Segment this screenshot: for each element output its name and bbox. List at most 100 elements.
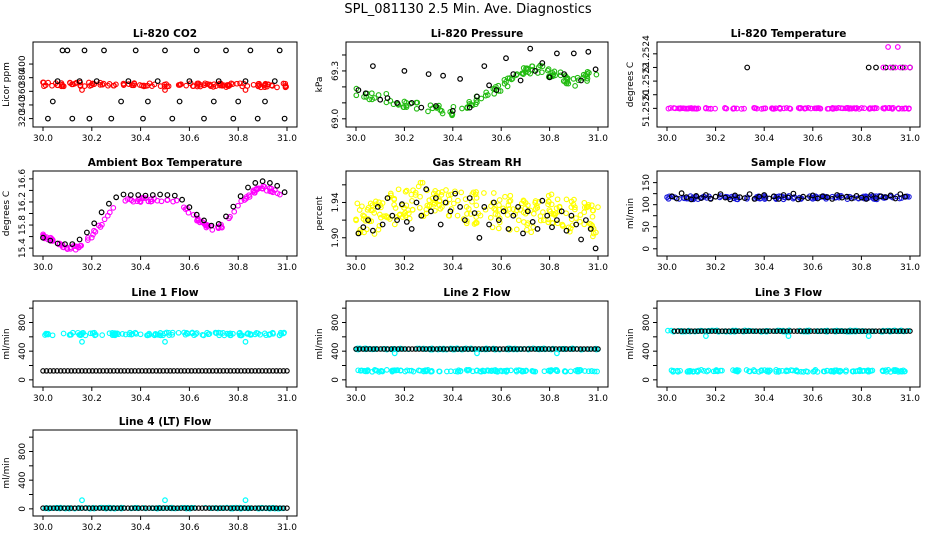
data-point [391, 195, 398, 202]
data-point [873, 328, 879, 334]
data-point [466, 104, 473, 111]
x-tick-label: 30.2 [394, 394, 414, 404]
x-tick-label: 30.0 [33, 134, 53, 144]
data-point [873, 64, 879, 71]
data-point [412, 346, 419, 352]
x-tick-label: 30.4 [754, 263, 774, 273]
data-point [473, 202, 480, 209]
data-point [125, 81, 132, 87]
data-point [174, 368, 181, 374]
data-point [673, 195, 680, 202]
data-point [515, 217, 522, 224]
data-point [353, 346, 359, 352]
series-primary [664, 193, 912, 203]
data-point [121, 505, 128, 511]
data-point [577, 212, 584, 218]
y-tick-label: 400 [331, 342, 341, 359]
data-point [367, 346, 373, 352]
data-point [54, 505, 60, 511]
data-point [399, 201, 405, 208]
data-point [141, 83, 147, 90]
data-point [554, 368, 561, 375]
data-point [584, 203, 591, 210]
data-point [880, 368, 886, 375]
y-axis-label: percent [315, 196, 325, 231]
data-point [135, 368, 142, 374]
data-point [527, 207, 534, 214]
data-point [125, 505, 131, 511]
data-point [190, 83, 197, 89]
data-point [131, 80, 138, 86]
data-point [356, 346, 363, 352]
series-primary [355, 367, 600, 375]
y-tick-label: 400 [18, 55, 28, 72]
data-point [527, 45, 534, 52]
data-point [417, 193, 423, 200]
data-point [767, 367, 773, 374]
data-point [835, 368, 841, 375]
data-point [462, 217, 468, 224]
data-point [495, 217, 502, 224]
data-point [353, 92, 360, 99]
data-point [139, 505, 145, 511]
data-point [584, 346, 591, 352]
data-point [176, 98, 183, 105]
chart-panel-line1: Line 1 Flow ml/min 30.0 30.2 30.4 30.6 30.8 31.… [2, 287, 298, 404]
data-point [368, 218, 375, 225]
series-outlier [391, 350, 560, 357]
data-point [804, 328, 811, 334]
data-point [671, 328, 678, 334]
x-tick-label: 31.0 [588, 394, 608, 404]
data-point [551, 68, 558, 75]
data-point [62, 241, 68, 248]
y-tick-label: 51.2522 [642, 62, 652, 99]
x-tick-label: 30.6 [179, 134, 199, 144]
data-point [457, 203, 464, 210]
data-point [412, 189, 419, 196]
data-point [206, 368, 212, 374]
data-point [248, 368, 255, 374]
data-point [746, 328, 753, 334]
data-point [428, 368, 435, 374]
data-point [520, 230, 526, 237]
data-point [68, 331, 74, 338]
data-point [902, 193, 908, 200]
plot-frame [32, 41, 298, 128]
data-point [103, 505, 110, 511]
data-point [787, 328, 794, 334]
data-point [550, 71, 557, 78]
data-point [118, 505, 124, 511]
data-point [75, 368, 82, 374]
data-point [454, 212, 461, 219]
data-point [224, 82, 231, 89]
data-point [195, 505, 202, 511]
data-point [423, 368, 429, 375]
data-point [250, 187, 257, 194]
data-point [163, 329, 170, 336]
data-point [524, 222, 531, 228]
data-point [785, 194, 792, 201]
data-point [491, 205, 498, 212]
data-point [521, 346, 528, 352]
data-point [894, 367, 901, 374]
data-point [120, 82, 127, 88]
data-point [715, 328, 722, 334]
data-point [516, 367, 522, 373]
data-point [99, 332, 106, 338]
data-point [585, 48, 592, 55]
data-point [381, 346, 387, 352]
data-point [513, 367, 520, 374]
data-point [87, 330, 94, 337]
data-point [408, 225, 415, 232]
data-point [162, 47, 168, 54]
data-point [581, 346, 587, 352]
data-point [252, 505, 258, 511]
data-point [534, 225, 541, 232]
data-point [202, 505, 209, 511]
data-point [157, 83, 164, 89]
data-point [215, 78, 222, 84]
x-tick-label: 30.6 [179, 263, 199, 273]
data-point [542, 346, 549, 352]
data-point [64, 47, 71, 54]
data-point [262, 98, 268, 105]
